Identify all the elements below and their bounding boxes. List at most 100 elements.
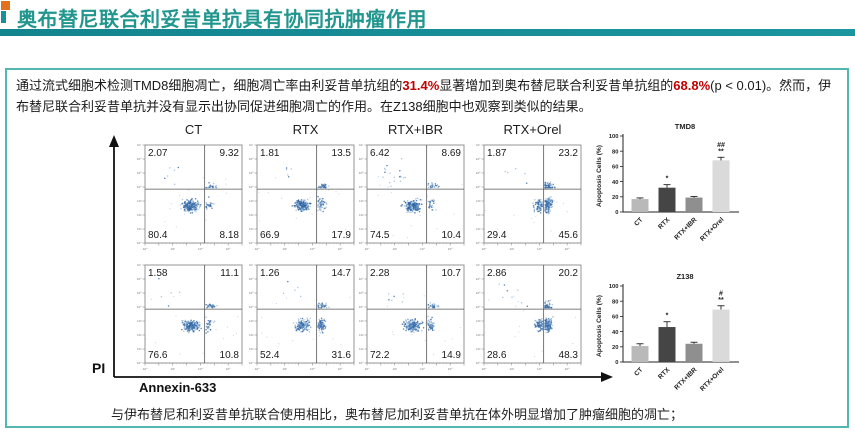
svg-text:10⁴: 10⁴ bbox=[198, 367, 203, 371]
svg-text:20: 20 bbox=[612, 345, 618, 351]
svg-text:10²: 10² bbox=[282, 367, 286, 371]
corner-teal-square bbox=[1, 11, 6, 23]
svg-text:10⁰: 10⁰ bbox=[143, 367, 148, 371]
svg-text:10³: 10³ bbox=[249, 199, 253, 203]
annexin-axis-label: Annexin-633 bbox=[139, 380, 217, 395]
svg-text:10³: 10³ bbox=[249, 319, 253, 323]
svg-text:10⁰: 10⁰ bbox=[137, 361, 142, 365]
svg-text:10⁴: 10⁴ bbox=[198, 247, 203, 251]
svg-text:10³: 10³ bbox=[476, 319, 480, 323]
quadrant-value-ll: 74.5 bbox=[370, 230, 390, 241]
svg-text:10⁴: 10⁴ bbox=[137, 185, 142, 189]
svg-text:TMD8: TMD8 bbox=[675, 122, 695, 131]
svg-text:10⁰: 10⁰ bbox=[482, 367, 487, 371]
flow-panel-rtx-ibr-tmd8: 10⁰ 10⁰ 10¹ 10² 10² 10³ 10⁴ 10⁴ 10⁵ 10⁶ 10⁶ 10⁷ 6.4… bbox=[355, 144, 465, 254]
pi-axis-label: PI bbox=[92, 360, 106, 376]
svg-text:10⁴: 10⁴ bbox=[359, 305, 364, 309]
svg-text:10⁶: 10⁶ bbox=[359, 157, 364, 161]
quadrant-value-ur: 20.2 bbox=[558, 268, 578, 279]
svg-text:*: * bbox=[666, 176, 669, 183]
svg-text:10⁶: 10⁶ bbox=[565, 367, 570, 371]
intro-seg3: (p < 0.01)。然而，伊布替尼联合利妥昔单抗并没有显示出协同促进细胞凋亡的… bbox=[16, 78, 832, 115]
svg-text:10⁰: 10⁰ bbox=[249, 241, 254, 245]
tmd8-bar-chart: TMD8 Apoptosis Cells (%) 0 20 40 60 80 100 CT * RT… bbox=[596, 122, 739, 243]
quadrant-value-ur: 8.69 bbox=[441, 148, 461, 159]
svg-text:#: # bbox=[719, 290, 723, 297]
svg-text:10⁵: 10⁵ bbox=[476, 171, 481, 175]
conclusion-text: 与伊布替尼和利妥昔单抗联合使用相比，奥布替尼加利妥昔单抗在体外明显增加了肿瘤细胞… bbox=[111, 407, 684, 422]
svg-text:10⁶: 10⁶ bbox=[565, 247, 570, 251]
svg-text:10²: 10² bbox=[476, 213, 480, 217]
svg-text:10⁷: 10⁷ bbox=[249, 144, 254, 147]
svg-text:10⁴: 10⁴ bbox=[137, 305, 142, 309]
quadrant-value-ul: 1.87 bbox=[487, 148, 507, 159]
svg-text:10¹: 10¹ bbox=[359, 347, 363, 351]
svg-text:10⁵: 10⁵ bbox=[249, 171, 254, 175]
svg-text:**: ** bbox=[718, 148, 724, 155]
svg-text:10²: 10² bbox=[392, 367, 396, 371]
quadrant-value-ul: 2.07 bbox=[148, 148, 168, 159]
svg-text:10⁶: 10⁶ bbox=[448, 247, 453, 251]
svg-text:10²: 10² bbox=[392, 247, 396, 251]
quadrant-value-lr: 17.9 bbox=[331, 230, 351, 241]
svg-text:10²: 10² bbox=[249, 213, 253, 217]
svg-text:10⁶: 10⁶ bbox=[249, 277, 254, 281]
svg-text:60: 60 bbox=[612, 315, 618, 321]
svg-text:10²: 10² bbox=[170, 367, 174, 371]
quadrant-value-ul: 6.42 bbox=[370, 148, 390, 159]
column-header-rtx: RTX bbox=[292, 122, 319, 137]
svg-text:10⁶: 10⁶ bbox=[476, 157, 481, 161]
svg-text:10¹: 10¹ bbox=[249, 227, 253, 231]
svg-text:10⁶: 10⁶ bbox=[137, 157, 142, 161]
svg-text:10⁰: 10⁰ bbox=[249, 361, 254, 365]
quadrant-value-ur: 11.1 bbox=[220, 268, 239, 279]
svg-text:RTX+IBR: RTX+IBR bbox=[673, 216, 698, 241]
svg-text:Apoptosis Cells (%): Apoptosis Cells (%) bbox=[596, 295, 603, 357]
svg-text:0: 0 bbox=[615, 210, 618, 216]
svg-text:80: 80 bbox=[612, 299, 618, 305]
svg-text:RTX: RTX bbox=[657, 366, 672, 381]
quadrant-value-ur: 9.32 bbox=[219, 148, 239, 159]
svg-text:10²: 10² bbox=[170, 247, 174, 251]
svg-text:10⁶: 10⁶ bbox=[448, 367, 453, 371]
svg-text:10⁶: 10⁶ bbox=[338, 367, 343, 371]
svg-text:RTX+IBR: RTX+IBR bbox=[673, 366, 698, 391]
quadrant-value-ll: 29.4 bbox=[487, 230, 507, 241]
svg-text:80: 80 bbox=[612, 149, 618, 155]
svg-text:10⁰: 10⁰ bbox=[365, 367, 370, 371]
svg-text:**: ** bbox=[718, 297, 724, 304]
svg-text:20: 20 bbox=[612, 195, 618, 201]
svg-text:100: 100 bbox=[609, 284, 619, 290]
svg-text:10⁵: 10⁵ bbox=[249, 291, 254, 295]
quadrant-value-ll: 66.9 bbox=[260, 230, 280, 241]
svg-text:CT: CT bbox=[633, 366, 644, 377]
quadrant-value-lr: 48.3 bbox=[558, 350, 578, 361]
svg-text:10⁰: 10⁰ bbox=[359, 361, 364, 365]
svg-text:10⁶: 10⁶ bbox=[137, 277, 142, 281]
svg-text:10⁵: 10⁵ bbox=[137, 291, 142, 295]
svg-text:10⁰: 10⁰ bbox=[482, 247, 487, 251]
svg-text:10¹: 10¹ bbox=[137, 347, 141, 351]
svg-text:10⁴: 10⁴ bbox=[537, 247, 542, 251]
svg-text:10⁰: 10⁰ bbox=[359, 241, 364, 245]
intro-seg2: 显著增加到奥布替尼联合利妥昔单抗组的 bbox=[439, 78, 674, 93]
apoptosis-rate-rtx: 31.4% bbox=[402, 78, 440, 93]
svg-text:10¹: 10¹ bbox=[476, 227, 480, 231]
svg-text:10⁰: 10⁰ bbox=[255, 367, 260, 371]
svg-text:60: 60 bbox=[612, 165, 618, 171]
svg-text:10⁶: 10⁶ bbox=[226, 367, 231, 371]
column-header-rtx-ibr: RTX+IBR bbox=[387, 122, 444, 137]
quadrant-value-lr: 8.18 bbox=[219, 230, 239, 241]
svg-text:Z138: Z138 bbox=[676, 272, 693, 281]
svg-text:10⁴: 10⁴ bbox=[310, 367, 315, 371]
svg-text:10³: 10³ bbox=[359, 199, 363, 203]
quadrant-value-lr: 10.4 bbox=[441, 230, 461, 241]
flow-panel-rtx-orel-z138: 10⁰ 10⁰ 10¹ 10² 10² 10³ 10⁴ 10⁴ 10⁵ 10⁶ 10⁶ 10⁷ 2.8… bbox=[472, 264, 582, 374]
svg-text:RTX: RTX bbox=[657, 216, 672, 231]
quadrant-value-ul: 2.86 bbox=[487, 268, 507, 279]
svg-text:10²: 10² bbox=[509, 367, 513, 371]
svg-text:10³: 10³ bbox=[359, 319, 363, 323]
svg-text:10³: 10³ bbox=[476, 199, 480, 203]
